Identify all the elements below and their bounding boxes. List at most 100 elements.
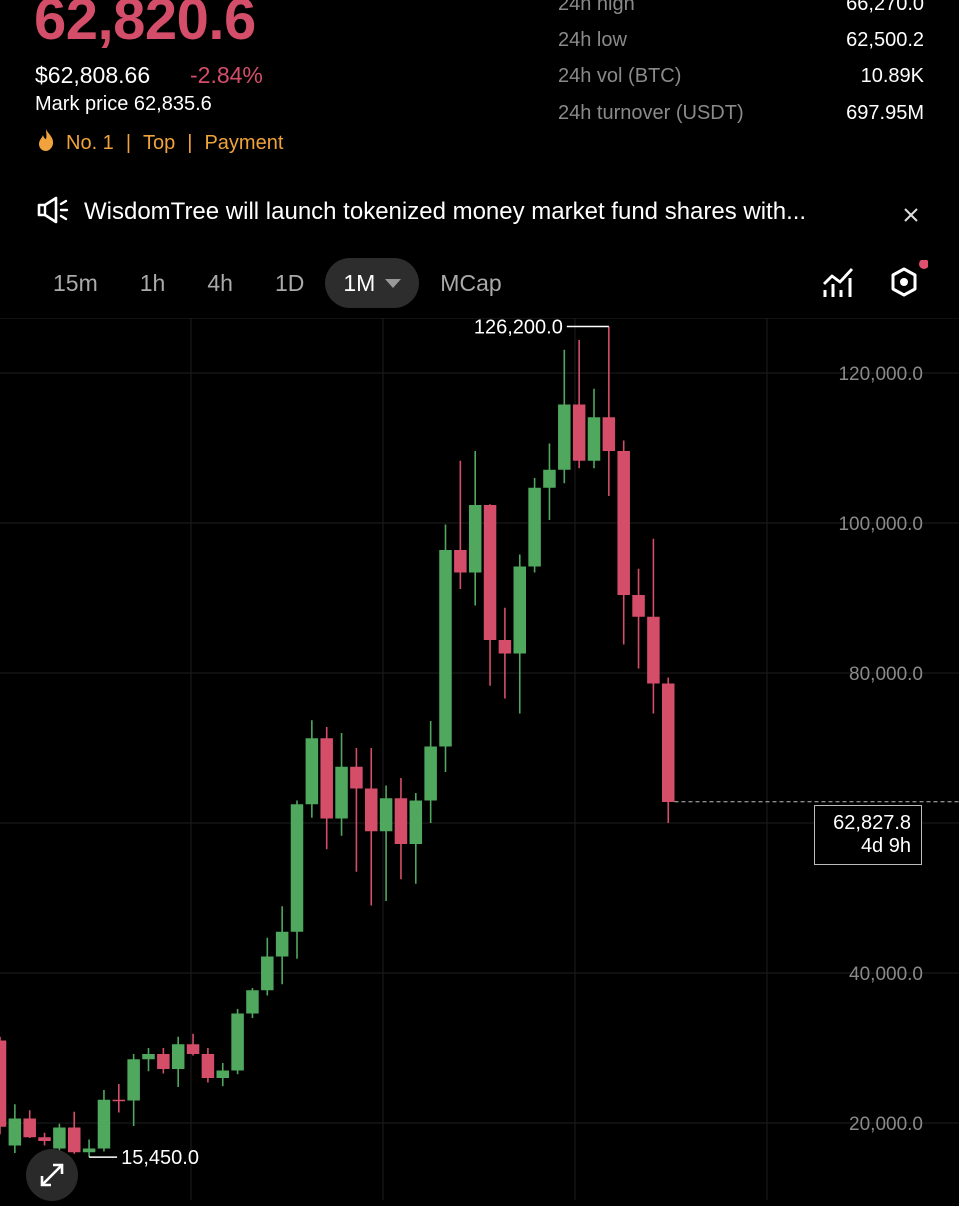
usd-price: $62,808.66	[35, 62, 151, 88]
candle-body	[468, 505, 482, 573]
candle-up	[335, 733, 348, 836]
chart-grid	[0, 318, 959, 1200]
mark-price-value: 62,835.6	[133, 93, 212, 115]
tag-separator: |	[187, 131, 193, 154]
stat-label-24h-vol: 24h vol (BTC)	[558, 65, 682, 87]
tab-1m[interactable]: 1M	[325, 258, 420, 308]
candle-up	[97, 1090, 111, 1152]
candle-up	[8, 1104, 22, 1153]
candle-body	[528, 487, 541, 567]
chevron-down-icon	[385, 278, 402, 288]
y-tick-label: 80,000.0	[849, 664, 923, 685]
candles-group	[0, 326, 675, 1158]
hexagon-settings-icon[interactable]	[884, 259, 929, 304]
candle-body	[558, 404, 571, 470]
candle-up	[409, 793, 423, 884]
y-tick-label: 120,000.0	[838, 364, 923, 385]
tab-4h[interactable]: 4h	[207, 270, 233, 296]
notification-dot	[919, 259, 929, 269]
y-axis: 20,000.0 40,000.0 80,000.0 100,000.0 120,000…	[838, 364, 923, 1135]
tab-15m[interactable]: 15m	[53, 270, 98, 296]
y-tick-label: 20,000.0	[849, 1114, 923, 1135]
announcement-text[interactable]: WisdomTree will launch tokenized money m…	[84, 198, 807, 225]
candle-up	[424, 721, 437, 823]
candle-down	[350, 748, 363, 872]
max-label: 126,200.0	[474, 318, 563, 339]
tab-1d[interactable]: 1D	[274, 270, 305, 296]
candle-body	[53, 1127, 66, 1149]
candle-up	[127, 1054, 140, 1126]
candle-up	[587, 388, 601, 469]
candle-down	[157, 1048, 170, 1074]
candle-body	[97, 1099, 111, 1149]
close-icon[interactable]	[900, 204, 922, 226]
stat-value-24h-vol: 10.89K	[860, 65, 924, 87]
candle-up	[275, 906, 289, 985]
timeframe-tabs: 15m 1h 4h 1D 1M MCap	[32, 257, 523, 309]
candle-body	[424, 746, 437, 801]
candle-body	[513, 566, 526, 654]
tab-1h[interactable]: 1h	[139, 270, 166, 296]
candle-down	[365, 748, 378, 906]
candle-up	[439, 524, 452, 772]
chart-annotations: 126,200.0 15,450.0	[89, 318, 959, 1169]
candle-down	[112, 1084, 126, 1113]
candle-body	[38, 1137, 51, 1141]
tag-no1[interactable]: No. 1	[66, 131, 114, 154]
stat-value-24h-low: 62,500.2	[846, 29, 924, 51]
candle-body	[0, 1040, 7, 1127]
candle-down	[394, 778, 408, 880]
candle-down	[483, 504, 497, 686]
candle-up	[513, 554, 526, 714]
candle-up	[216, 1063, 229, 1087]
candlestick-chart[interactable]: 20,000.0 40,000.0 80,000.0 100,000.0 120,000…	[0, 318, 959, 1200]
candle-up	[558, 349, 571, 484]
candle-down	[617, 440, 630, 645]
candle-up	[290, 800, 304, 959]
candle-body	[23, 1118, 36, 1138]
tab-mcap[interactable]: MCap	[440, 270, 502, 296]
candle-body	[82, 1148, 96, 1153]
candle-body	[305, 738, 319, 805]
tag-payment[interactable]: Payment	[204, 131, 284, 154]
candle-down	[572, 340, 586, 469]
stat-value-24h-high: 66,270.0	[846, 0, 924, 15]
y-tick-label: 40,000.0	[849, 964, 923, 985]
candle-body	[350, 766, 363, 789]
candle-up	[142, 1048, 155, 1072]
candle-body	[142, 1054, 155, 1060]
candle-body	[8, 1118, 22, 1146]
candle-body	[543, 469, 556, 488]
current-price-tag: 62,827.8 4d 9h	[814, 805, 922, 865]
candle-down	[632, 568, 645, 669]
candle-down	[0, 1036, 7, 1135]
announcement-bar[interactable]: WisdomTree will launch tokenized money m…	[36, 194, 926, 230]
line-chart-icon[interactable]	[820, 264, 856, 300]
candle-up	[231, 1009, 244, 1075]
candle-down	[498, 607, 512, 699]
mark-price-label: Mark price	[35, 93, 129, 115]
tab-1m-label: 1M	[343, 270, 376, 296]
candle-down	[662, 677, 675, 823]
candle-down	[201, 1048, 215, 1083]
candle-body	[112, 1099, 126, 1102]
candle-body	[365, 788, 378, 832]
candle-up	[543, 443, 556, 520]
candle-body	[320, 738, 333, 819]
candle-body	[498, 640, 512, 654]
candle-body	[439, 550, 452, 747]
expand-button[interactable]	[26, 1149, 78, 1201]
candle-body	[335, 766, 348, 819]
candle-body	[602, 417, 616, 451]
candle-body	[647, 616, 660, 684]
current-price-label: 62,827.8	[833, 812, 911, 834]
candle-body	[157, 1054, 170, 1069]
tag-top[interactable]: Top	[143, 131, 176, 154]
candle-up	[82, 1139, 96, 1158]
candle-down	[38, 1132, 51, 1146]
candle-body	[290, 804, 304, 932]
candle-body	[186, 1044, 200, 1054]
stat-label-24h-low: 24h low	[558, 29, 627, 51]
candle-body	[662, 683, 675, 802]
min-label: 15,450.0	[121, 1147, 199, 1169]
